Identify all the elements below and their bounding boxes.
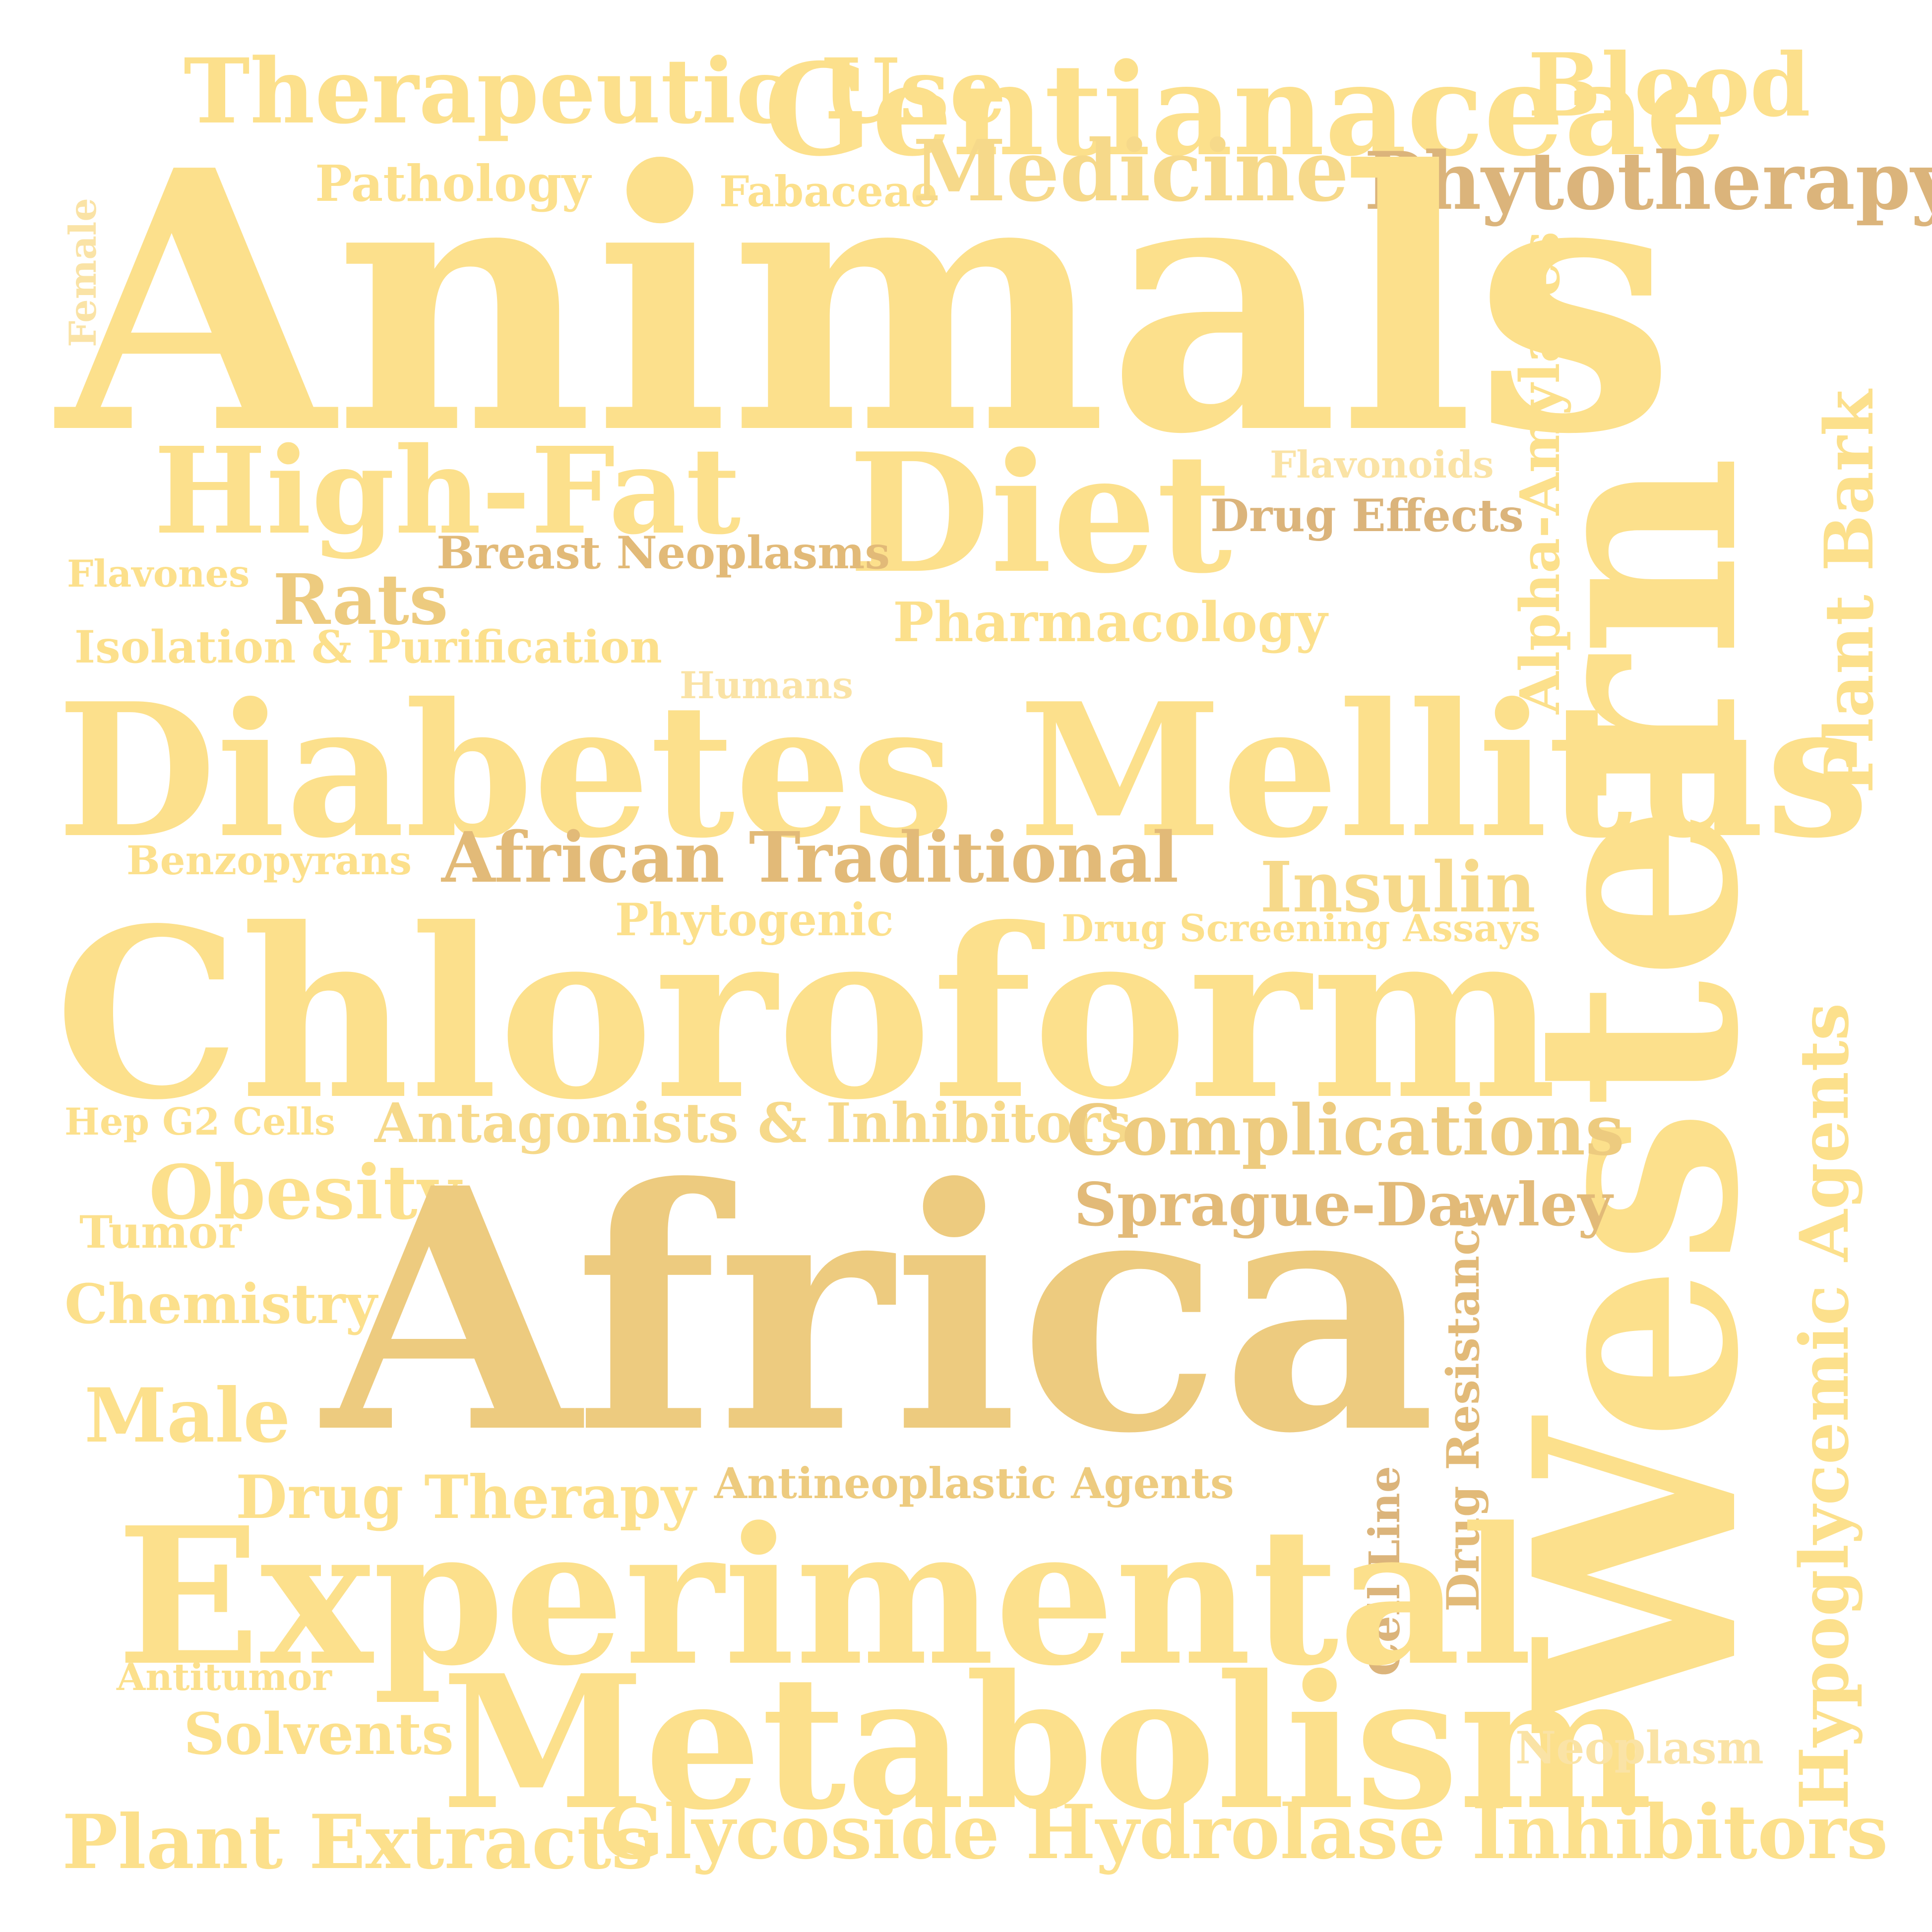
word-rats: Rats <box>273 559 448 641</box>
word-complications: Complications <box>1066 1090 1624 1171</box>
word-chemistry: Chemistry <box>64 1272 377 1336</box>
word-flavonoids: Flavonoids <box>1270 443 1494 486</box>
word-diabetes-mellitus: Diabetes Mellitus <box>57 664 1870 879</box>
word-phytotherapy: Phytotherapy <box>1364 134 1932 228</box>
word-antagonists-inhibitors: Antagonists & Inhibitors <box>374 1091 1131 1155</box>
word-phytogenic: Phytogenic <box>615 894 894 946</box>
word-antitumor: Antitumor <box>117 1655 332 1699</box>
word-hypoglycemic-agents: Hypoglycemic Agents <box>1785 1003 1864 1810</box>
word-male: Male <box>84 1372 291 1459</box>
word-fabaceae: Fabaceae <box>719 167 938 217</box>
word-medicine: Medicine <box>913 121 1349 221</box>
word-therapeutic-use: Therapeutic Use <box>184 39 1006 144</box>
word-africa: Africa <box>322 1116 1436 1507</box>
word-alpha-amylases: Alpha-Amylases <box>1508 231 1572 714</box>
word-blood: Blood <box>1528 35 1811 136</box>
word-breast-neoplasms: Breast Neoplasms <box>436 527 890 579</box>
word-drug-effects: Drug Effects <box>1210 489 1524 542</box>
word-female: Female <box>61 197 105 347</box>
word-isolation-purification: Isolation & Purification <box>74 621 662 673</box>
word-drug-screening-assays: Drug Screening Assays <box>1061 906 1541 950</box>
word-tumor: Tumor <box>79 1206 242 1259</box>
word-neoplasm: Neoplasm <box>1515 1722 1764 1774</box>
word-antineoplastic-agents: Antineoplastic Agents <box>714 1459 1234 1509</box>
word-pharmacology: Pharmacology <box>893 590 1327 654</box>
word-obesity: Obesity <box>149 1149 461 1236</box>
word-flavones: Flavones <box>67 552 250 596</box>
word-glycoside-hydrolase-inhibitors: Glycoside Hydrolase Inhibitors <box>600 1789 1888 1876</box>
word-high-fat: High-Fat <box>154 421 741 561</box>
word-sprague-dawley: Sprague-Dawley <box>1074 1170 1613 1240</box>
word-metabolism: Metabolism <box>441 1635 1653 1851</box>
word-chloroform: Chloroform <box>55 877 1558 1151</box>
word-gentianaceae: Gentianaceae <box>764 36 1727 184</box>
word-african-traditional: African Traditional <box>441 817 1179 899</box>
word-humans: Humans <box>680 664 854 707</box>
word-benzopyrans: Benzopyrans <box>126 837 412 884</box>
word-experimental: Experimental <box>117 1486 1533 1707</box>
word-pathology: Pathology <box>315 154 591 213</box>
word-drug-therapy: Drug Therapy <box>236 1462 696 1532</box>
word-hep-g2-cells: Hep G2 Cells <box>64 1100 336 1144</box>
word-insulin: Insulin <box>1260 847 1536 928</box>
word-solvents: Solvents <box>184 1701 454 1768</box>
word-diet: Diet <box>848 417 1232 609</box>
word-plant-extracts: Plant Extracts <box>62 1799 653 1886</box>
word-animals: Animals <box>57 93 1676 512</box>
